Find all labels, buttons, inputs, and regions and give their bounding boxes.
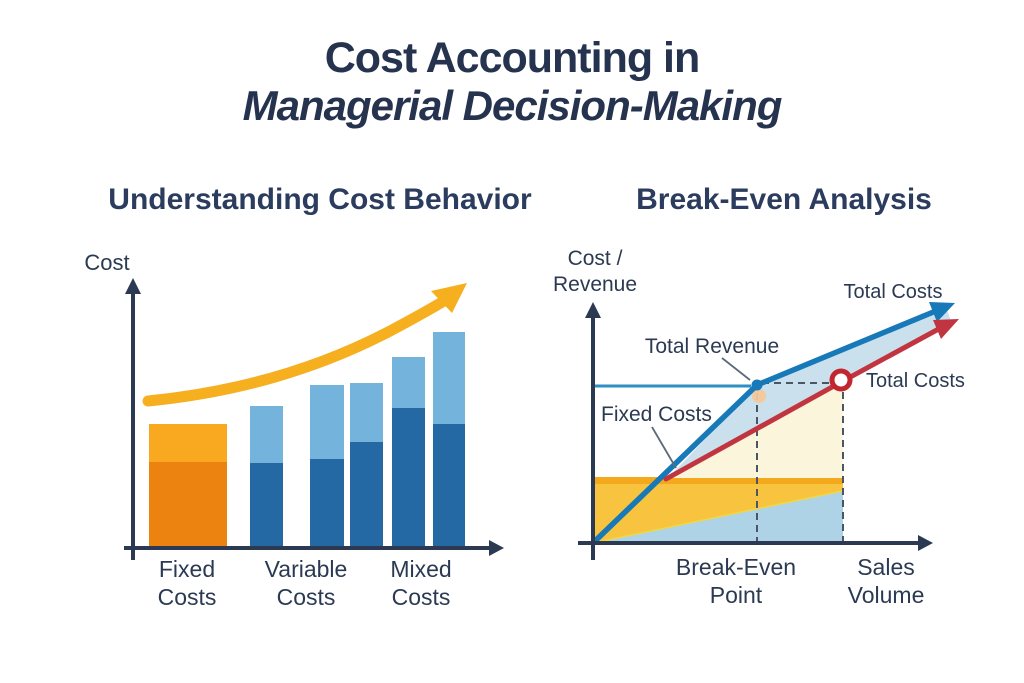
total-costs-arrow (933, 319, 959, 339)
category-label-fixed-costs: Fixed Costs (157, 556, 217, 611)
total-costs-label-lower: Total Costs (866, 370, 965, 392)
bar-variable2-upper (310, 385, 344, 459)
trend-arrow-shaft (142, 293, 453, 407)
category-label-mixed-costs: Mixed Costs (390, 556, 452, 611)
bar-variable2-lower (310, 459, 344, 548)
break-even-point-label: Break-Even Point (675, 554, 797, 609)
sales-volume-label: Sales Volume (847, 554, 925, 609)
profit-area (668, 307, 951, 478)
trend-arrow-head (431, 283, 467, 313)
break-even-glow (752, 389, 766, 403)
left-y-axis-label: Cost (84, 250, 130, 275)
bar-mixed1-upper (392, 357, 425, 408)
bar-mixed2-upper (433, 332, 465, 424)
right-y-axis-arrow (585, 302, 601, 318)
total-revenue-arrow (929, 302, 955, 322)
category-label-variable-costs: Variable Costs (264, 556, 348, 611)
bar-variable1-lower (250, 463, 283, 548)
fixed-costs-label: Fixed Costs (601, 403, 712, 426)
fixed-costs-band (594, 478, 843, 542)
bar-variable3-lower (350, 442, 383, 548)
total-revenue-label: Total Revenue (644, 335, 780, 358)
left-x-axis-arrow (489, 540, 504, 556)
total-costs-label-upper: Total Costs (843, 281, 943, 303)
left-y-axis-arrow (125, 278, 141, 294)
left-section-heading: Understanding Cost Behavior (108, 183, 532, 216)
page-title-line-2: Managerial Decision-Making (242, 82, 783, 129)
bar-fixed-lower (149, 462, 227, 548)
right-section-heading: Break-Even Analysis (636, 183, 932, 216)
fixed-costs-band-stripe (594, 477, 843, 484)
target-volume-ring (829, 368, 853, 392)
right-x-axis-arrow (918, 535, 933, 551)
bar-mixed2-lower (433, 424, 465, 548)
total-revenue-pointer (721, 357, 751, 381)
right-y-axis-label: Cost / Revenue (552, 247, 638, 296)
break-even-dot (751, 379, 763, 391)
fixed-costs-pointer (651, 426, 677, 469)
bar-mixed1-lower (392, 408, 425, 548)
bar-variable1-upper (250, 406, 283, 463)
bar-variable3-upper (350, 383, 383, 442)
page-title-line-1: Cost Accounting in (324, 34, 701, 82)
bar-fixed-upper (149, 424, 227, 462)
